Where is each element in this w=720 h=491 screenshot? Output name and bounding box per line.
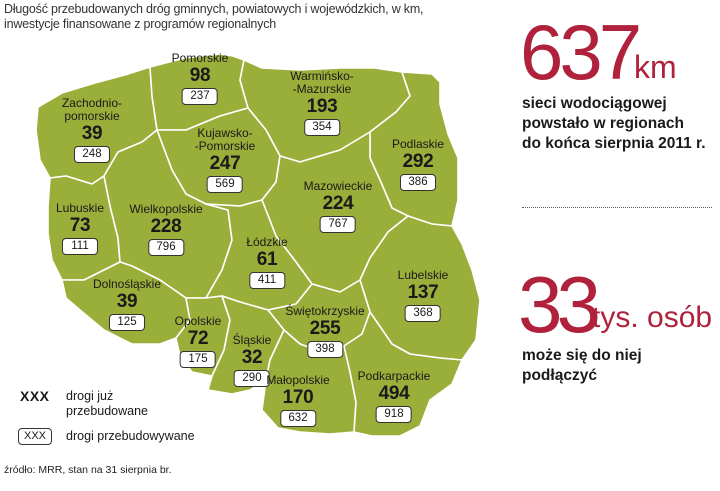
region-rebuilt-km: 247 (209, 153, 241, 174)
region-name: Opolskie (174, 314, 222, 328)
stat-people-description: może się do niej podłączyć (522, 346, 642, 386)
region-name: Świętokrzyskie (285, 304, 365, 318)
region-name: Łódzkie (246, 235, 288, 249)
stat-people-number: 33 (518, 260, 601, 349)
region-label-slaskie: Śląskie 32 290 (232, 333, 272, 387)
region-label-malopolskie: Małopolskie 170 632 (266, 373, 330, 427)
region-name: Małopolskie (266, 373, 330, 387)
region-name: Warmińsko- (290, 69, 354, 83)
region-in-progress-km: 569 (207, 176, 243, 193)
region-rebuilt-km: 228 (150, 216, 182, 237)
legend-box-label: drogi przebudowywane (66, 429, 195, 443)
region-name-line2: -Pomorskie (194, 139, 256, 153)
source-note: źródło: MRR, stan na 31 sierpnia br. (4, 464, 172, 476)
stat-km-number: 637 (520, 8, 642, 96)
region-in-progress-km: 918 (376, 406, 412, 423)
stat-people-unit: tys. osób (592, 301, 713, 334)
region-label-lodzkie: Łódzkie 61 411 (246, 235, 288, 289)
region-rebuilt-km: 494 (378, 383, 410, 404)
map-caption: Długość przebudowanych dróg gminnych, po… (4, 2, 514, 32)
region-in-progress-km: 125 (108, 314, 145, 331)
region-rebuilt-km: 73 (69, 215, 91, 236)
legend-bold-marker: XXX (20, 388, 50, 404)
stat-people-line-2: podłączyć (522, 367, 597, 384)
region-rebuilt-km: 255 (309, 318, 341, 339)
region-label-opolskie: Opolskie 72 175 (174, 314, 222, 368)
region-label-lubuskie: Lubuskie 73 111 (56, 202, 104, 255)
region-name: Wielkopolskie (129, 202, 203, 216)
region-name: Śląskie (232, 333, 272, 347)
region-in-progress-km: 111 (61, 238, 98, 255)
region-rebuilt-km: 72 (187, 328, 209, 349)
region-label-podkarpackie: Podkarpackie 494 918 (357, 369, 431, 423)
legend-bold-label-line-2: przebudowane (66, 404, 149, 418)
stat-km-line-2: powstało w regionach (522, 115, 684, 132)
legend-bold-label: drogi już przebudowane (66, 389, 148, 419)
caption-line-2: inwestycje finansowane z programów regio… (4, 17, 276, 31)
region-label-wielkopolskie: Wielkopolskie 228 796 (129, 202, 203, 256)
region-rebuilt-km: 39 (81, 123, 103, 144)
region-name: Lubuskie (55, 201, 105, 215)
region-in-progress-km: 368 (404, 305, 441, 322)
region-label-podlaskie: Podlaskie 292 386 (392, 138, 444, 191)
region-label-swietokrzyskie: Świętokrzyskie 255 398 (285, 304, 365, 358)
region-rebuilt-km: 193 (306, 96, 338, 117)
region-in-progress-km: 398 (306, 341, 343, 358)
region-in-progress-km: 248 (73, 146, 110, 163)
region-name: Dolnośląskie (92, 277, 162, 291)
region-in-progress-km: 237 (182, 88, 218, 105)
region-label-pomorskie: Pomorskie 98 237 (171, 51, 229, 105)
stat-km-unit: km (634, 49, 677, 85)
region-label-zachodniopomorskie: Zachodnio- pomorskie 39 248 (62, 97, 122, 163)
region-in-progress-km: 290 (234, 370, 270, 387)
region-rebuilt-km: 170 (282, 387, 314, 408)
region-name: Zachodnio- (61, 96, 123, 110)
stat-km-line-1: sieci wodociągowej (522, 95, 667, 112)
region-in-progress-km: 354 (304, 119, 340, 136)
region-label-warminsko-mazurskie: Warmińsko- -Mazurskie 193 354 (290, 70, 354, 136)
legend-bold-label-line-1: drogi już (66, 389, 114, 403)
region-name: Mazowieckie (303, 179, 373, 193)
region-in-progress-km: 411 (249, 272, 285, 289)
region-label-lubelskie: Lubelskie 137 368 (397, 268, 449, 322)
region-rebuilt-km: 61 (256, 249, 278, 270)
stat-km-line-3: do końca sierpnia 2011 r. (522, 135, 706, 152)
region-name: Pomorskie (171, 51, 229, 65)
stat-km-description: sieci wodociągowej powstało w regionach … (522, 94, 706, 154)
region-rebuilt-km: 32 (241, 347, 263, 368)
region-name: Lubelskie (397, 268, 449, 282)
region-shape-slaskie (207, 295, 285, 395)
region-label-kujawsko-pomorskie: Kujawsko- -Pomorskie 247 569 (194, 126, 256, 193)
region-rebuilt-km: 39 (116, 291, 138, 312)
region-in-progress-km: 632 (280, 410, 316, 427)
region-rebuilt-km: 224 (322, 193, 354, 214)
caption-line-1: Długość przebudowanych dróg gminnych, po… (4, 2, 424, 16)
region-label-mazowieckie: Mazowieckie 224 767 (303, 179, 373, 233)
region-name: Kujawsko- (197, 126, 253, 140)
region-rebuilt-km: 137 (407, 282, 439, 303)
region-name-line2: -Mazurskie (292, 82, 352, 96)
legend-box-marker: XXX (18, 428, 53, 445)
region-in-progress-km: 386 (400, 174, 436, 191)
stat-people-line-1: może się do niej (522, 347, 642, 364)
region-rebuilt-km: 292 (402, 151, 434, 172)
region-name-line2: pomorskie (64, 109, 120, 123)
region-in-progress-km: 796 (147, 239, 184, 256)
region-shape-podkarpackie (343, 311, 463, 437)
region-in-progress-km: 767 (319, 216, 356, 233)
region-rebuilt-km: 98 (189, 65, 211, 86)
region-name: Podkarpackie (357, 369, 431, 383)
region-label-dolnoslaskie: Dolnośląskie 39 125 (93, 278, 161, 331)
region-in-progress-km: 175 (180, 351, 216, 368)
region-name: Podlaskie (391, 137, 445, 151)
stats-divider (522, 207, 712, 208)
